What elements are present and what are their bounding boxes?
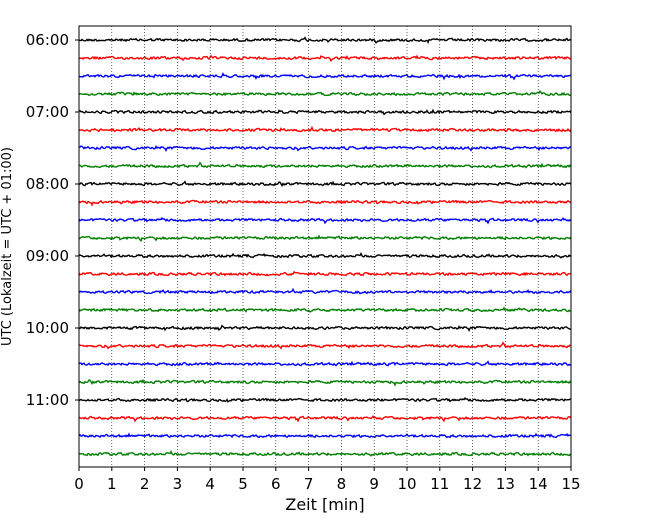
x-tick-label: 4: [205, 475, 215, 493]
x-axis-label: Zeit [min]: [285, 495, 364, 514]
x-tick-label: 8: [337, 475, 347, 493]
x-tick-label: 2: [140, 475, 150, 493]
seismic-trace: [78, 234, 572, 243]
seismic-trace: [78, 199, 572, 207]
seismic-trace: [78, 415, 572, 423]
y-tick-label: 07:00: [26, 103, 69, 121]
x-tick-label: 13: [496, 475, 515, 493]
y-axis-ticks: 06:00 07:00 08:00 09:00 10:00 11:00: [26, 31, 79, 409]
x-tick-label: 12: [463, 475, 482, 493]
x-tick-label: 1: [107, 475, 117, 493]
seismic-trace: [78, 287, 572, 295]
y-tick-label: 11:00: [26, 391, 69, 409]
x-tick-label: 15: [561, 475, 580, 493]
seismic-trace: [78, 90, 572, 97]
x-tick-label: 11: [430, 475, 449, 493]
x-tick-label: 3: [173, 475, 183, 493]
x-tick-label: 0: [74, 475, 84, 493]
seismic-trace: [78, 217, 572, 225]
seismic-trace: [78, 125, 572, 133]
x-tick-label: 7: [304, 475, 314, 493]
y-tick-label: 10:00: [26, 319, 69, 337]
seismic-trace: [78, 432, 572, 439]
seismic-trace: [78, 360, 572, 367]
seismic-trace: [78, 180, 572, 187]
seismic-trace: [78, 378, 572, 387]
seismic-trace: [78, 108, 572, 116]
seismic-trace: [78, 54, 572, 63]
seismic-trace: [78, 341, 572, 350]
seismic-trace: [78, 306, 572, 313]
y-tick-label: 06:00: [26, 31, 69, 49]
seismic-trace: [78, 161, 572, 169]
x-tick-label: 9: [369, 475, 379, 493]
y-axis-label: UTC (Lokalzeit = UTC + 01:00): [0, 147, 15, 346]
x-axis-ticks: 0 1 2 3 4 5 6 7 8 9 10 11 12 13 14 15: [74, 467, 581, 493]
x-tick-label: 5: [238, 475, 248, 493]
seismic-trace: [78, 36, 572, 44]
seismic-trace: [78, 72, 572, 81]
seismic-trace: [78, 397, 572, 403]
y-tick-label: 09:00: [26, 247, 69, 265]
seismic-trace: [78, 251, 572, 259]
seismic-trace: [78, 145, 572, 153]
seismic-trace: [78, 449, 572, 457]
trace-group: [78, 36, 572, 457]
seismic-trace: [78, 324, 572, 333]
y-tick-label: 08:00: [26, 175, 69, 193]
x-tick-label: 6: [271, 475, 281, 493]
x-tick-label: 14: [529, 475, 548, 493]
plot-frame: [78, 25, 572, 468]
x-tick-label: 10: [397, 475, 416, 493]
seismic-trace: [78, 270, 572, 277]
